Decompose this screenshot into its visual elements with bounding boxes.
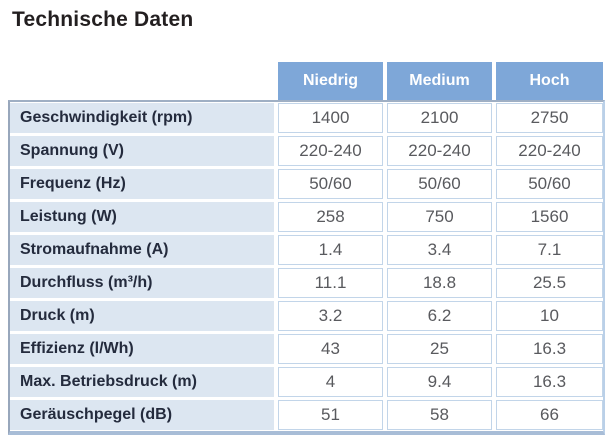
row-label-leistung: Leistung (W): [10, 202, 274, 232]
row-label-druck: Druck (m): [10, 301, 274, 331]
cell-value: 9.4: [387, 367, 492, 397]
cell-value: 58: [387, 400, 492, 430]
cell-value: 16.3: [496, 334, 603, 364]
cell-value: 4: [278, 367, 383, 397]
column-header-hoch: Hoch: [496, 62, 603, 100]
cell-value: 1.4: [278, 235, 383, 265]
cell-value: 50/60: [496, 169, 603, 199]
cell-value: 220-240: [387, 136, 492, 166]
cell-value: 50/60: [387, 169, 492, 199]
header-spacer: [10, 62, 274, 100]
row-label-geraeuschpegel: Geräuschpegel (dB): [10, 400, 274, 430]
cell-value: 3.2: [278, 301, 383, 331]
row-label-durchfluss: Durchfluss (m³/h): [10, 268, 274, 298]
cell-value: 43: [278, 334, 383, 364]
cell-value: 25: [387, 334, 492, 364]
cell-value: 220-240: [278, 136, 383, 166]
cell-value: 10: [496, 301, 603, 331]
cell-value: 7.1: [496, 235, 603, 265]
cell-value: 750: [387, 202, 492, 232]
cell-value: 220-240: [496, 136, 603, 166]
page-title: Technische Daten: [12, 8, 194, 31]
technical-data-table: Niedrig Medium Hoch Geschwindigkeit (rpm…: [8, 62, 605, 435]
cell-value: 11.1: [278, 268, 383, 298]
cell-value: 66: [496, 400, 603, 430]
cell-value: 2100: [387, 103, 492, 133]
cell-value: 16.3: [496, 367, 603, 397]
cell-value: 258: [278, 202, 383, 232]
row-label-max-betriebsdruck: Max. Betriebsdruck (m): [10, 367, 274, 397]
cell-value: 51: [278, 400, 383, 430]
table-body: Geschwindigkeit (rpm) 1400 2100 2750 Spa…: [8, 100, 605, 435]
cell-value: 6.2: [387, 301, 492, 331]
row-label-effizienz: Effizienz (l/Wh): [10, 334, 274, 364]
row-label-frequenz: Frequenz (Hz): [10, 169, 274, 199]
cell-value: 3.4: [387, 235, 492, 265]
row-label-spannung: Spannung (V): [10, 136, 274, 166]
cell-value: 2750: [496, 103, 603, 133]
cell-value: 25.5: [496, 268, 603, 298]
row-label-stromaufnahme: Stromaufnahme (A): [10, 235, 274, 265]
cell-value: 50/60: [278, 169, 383, 199]
table-header-row: Niedrig Medium Hoch: [8, 62, 605, 100]
cell-value: 1560: [496, 202, 603, 232]
row-label-geschwindigkeit: Geschwindigkeit (rpm): [10, 103, 274, 133]
cell-value: 18.8: [387, 268, 492, 298]
column-header-medium: Medium: [387, 62, 492, 100]
column-header-niedrig: Niedrig: [278, 62, 383, 100]
cell-value: 1400: [278, 103, 383, 133]
